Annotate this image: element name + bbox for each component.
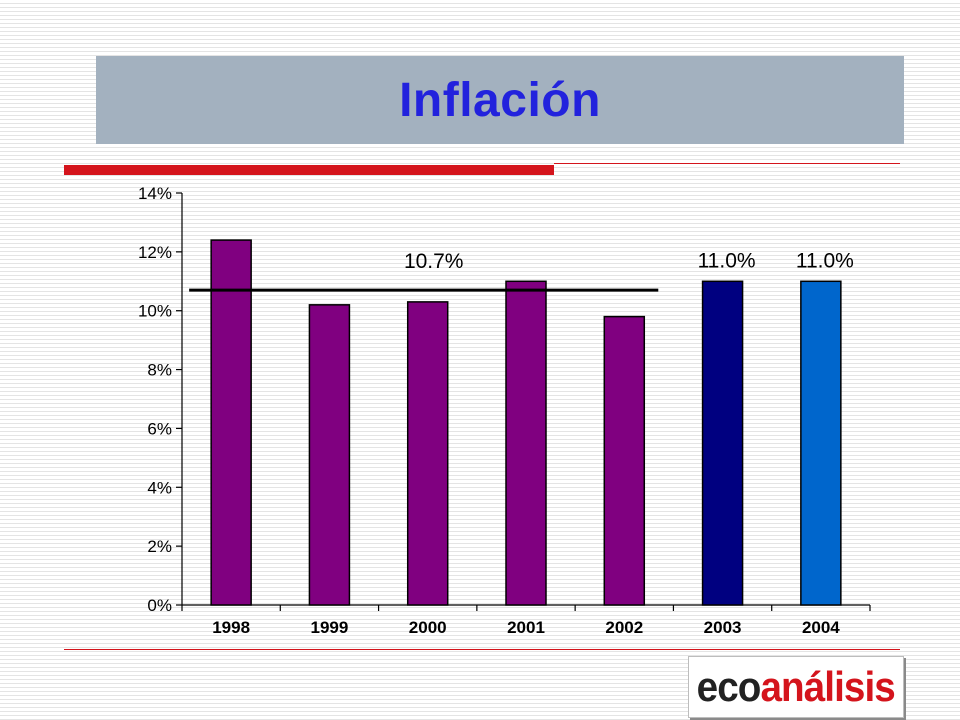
x-tick-label: 2002: [605, 618, 643, 637]
y-tick-label: 12%: [138, 243, 172, 262]
bar-2004: [800, 280, 842, 606]
x-tick-label: 2004: [802, 618, 840, 637]
red-accent-bar: [64, 165, 554, 175]
y-tick-label: 4%: [147, 478, 172, 497]
data-labels: 11.0% 11.0%: [698, 249, 854, 272]
y-tick-label: 6%: [147, 419, 172, 438]
y-axis: 0% 2% 4% 6% 8% 10% 12% 14%: [138, 184, 183, 615]
red-accent-line-bottom: [64, 649, 900, 650]
y-tick-label: 8%: [147, 361, 172, 380]
data-label-2004: 11.0%: [796, 249, 854, 272]
reference-line-label: 10.7%: [404, 250, 464, 273]
x-tick-label: 2003: [704, 618, 742, 637]
bar-2001: [505, 280, 547, 606]
x-tick-label: 1999: [311, 618, 349, 637]
bar-1998: [210, 239, 252, 606]
y-tick-label: 14%: [138, 184, 172, 203]
logo-text: ecoanálisis: [696, 663, 896, 711]
bar-2003: [701, 280, 744, 606]
title-banner: Inflación: [96, 56, 904, 144]
y-tick-label: 2%: [147, 537, 172, 556]
x-tick-label: 2000: [409, 618, 447, 637]
page-title: Inflación: [399, 73, 601, 127]
inflation-bar-chart: 0% 2% 4% 6% 8% 10% 12% 14% 1998 1999 2000 2001 2002…: [138, 184, 871, 637]
reference-line-group: 10.7%: [189, 250, 659, 292]
bar-2002: [603, 315, 646, 606]
logo-analisis: análisis: [760, 663, 896, 710]
x-tick-label: 2001: [507, 618, 545, 637]
y-tick-label: 0%: [147, 596, 172, 615]
x-axis: 1998 1999 2000 2001 2002 2003 2004: [181, 604, 871, 637]
x-tick-label: 1998: [212, 618, 250, 637]
logo-eco: eco: [696, 663, 762, 710]
data-label-2003: 11.0%: [698, 249, 756, 272]
bars: [210, 239, 842, 606]
y-tick-label: 10%: [138, 302, 172, 321]
bar-1999: [308, 304, 351, 606]
red-accent-line-top: [554, 163, 900, 164]
ecoanalisis-logo: ecoanálisis: [688, 656, 904, 718]
bar-2000: [406, 301, 449, 606]
